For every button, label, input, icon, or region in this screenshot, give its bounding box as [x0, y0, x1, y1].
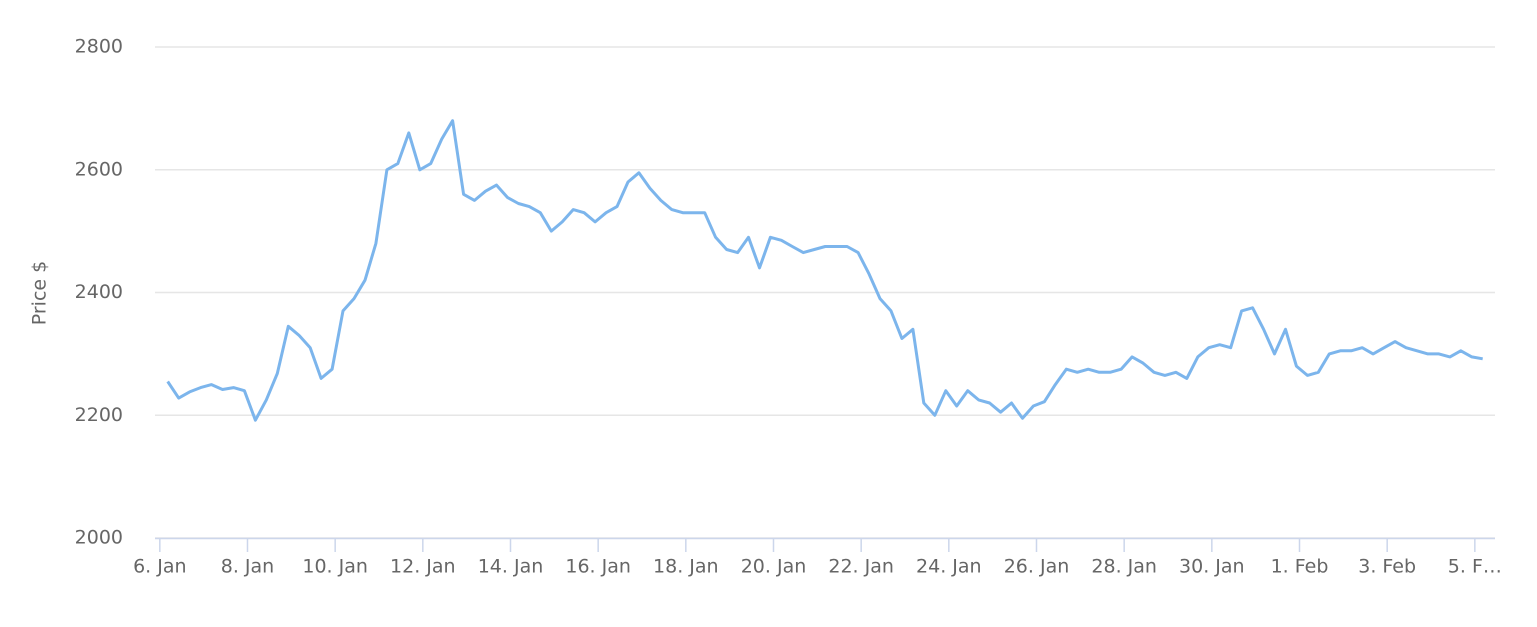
x-tick-label: 8. Jan	[221, 556, 274, 578]
y-tick-label: 2200	[75, 404, 123, 426]
y-tick-label: 2400	[75, 281, 123, 303]
price-line	[166, 119, 1483, 422]
y-tick-label: 2000	[75, 527, 123, 549]
x-tick-label: 10. Jan	[302, 556, 368, 578]
x-tick-label: 1. Feb	[1271, 556, 1329, 578]
x-tick-label: 30. Jan	[1179, 556, 1245, 578]
x-tick-label: 28. Jan	[1091, 556, 1157, 578]
x-tick-label: 20. Jan	[741, 556, 807, 578]
x-tick-label: 26. Jan	[1004, 556, 1070, 578]
x-tick-label: 3. Feb	[1358, 556, 1416, 578]
x-tick-label: 22. Jan	[828, 556, 894, 578]
x-tick-label: 12. Jan	[390, 556, 456, 578]
x-tick-label: 5. F…	[1448, 556, 1502, 578]
y-axis-title: Price $	[29, 261, 51, 325]
x-tick-label: 14. Jan	[478, 556, 544, 578]
x-tick-label: 16. Jan	[565, 556, 631, 578]
x-tick-label: 6. Jan	[133, 556, 186, 578]
y-tick-label: 2800	[75, 36, 123, 58]
x-tick-label: 24. Jan	[916, 556, 982, 578]
x-tick-label: 18. Jan	[653, 556, 719, 578]
y-tick-label: 2600	[75, 158, 123, 180]
